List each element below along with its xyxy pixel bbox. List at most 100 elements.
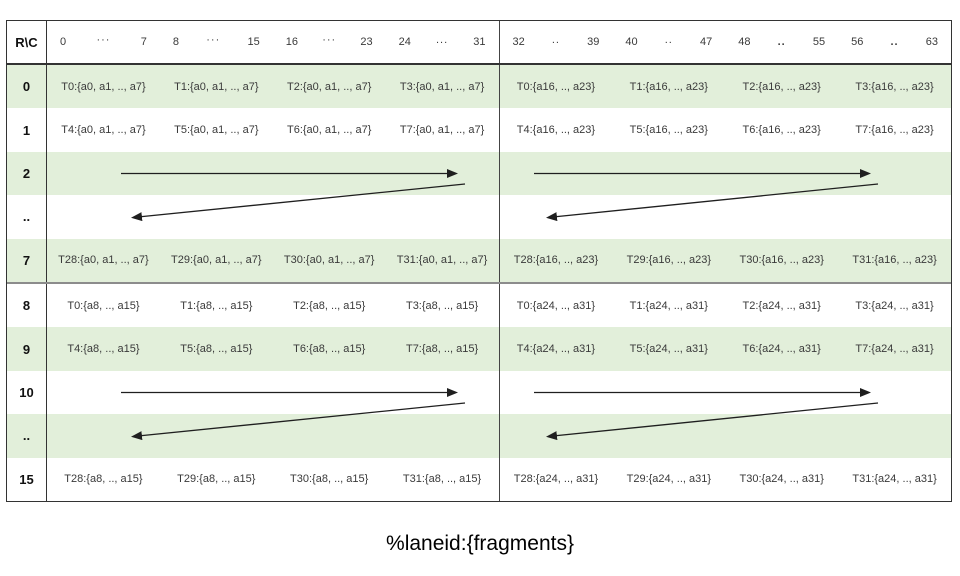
col-range: 56.. 63	[838, 21, 951, 63]
col-ellipsis: ...	[435, 34, 449, 46]
row-right-half	[498, 414, 952, 458]
table-row: 2	[7, 151, 952, 196]
fragment-cell: T31:{a16, .., a23}	[852, 254, 937, 267]
row-left-half: T0:{a8, .., a15} T1:{a8, .., a15} T2:{a8, …	[47, 284, 499, 327]
fragment-cell: T31:{a8, .., a15}	[402, 473, 482, 486]
fragment-cell: T30:{a16, .., a23}	[739, 254, 824, 267]
table-row: 7 T28:{a0, a1, .., a7} T29:{a0, a1, .., a7…	[7, 238, 952, 283]
col-ellipsis: ···	[96, 34, 111, 46]
row-right-half: T28:{a16, .., a23} T29:{a16, .., a23} T30:…	[498, 238, 952, 283]
fragment-cell: T6:{a16, .., a23}	[742, 124, 821, 137]
col-ellipsis: ..	[551, 34, 560, 46]
row-right-half: T0:{a24, .., a31} T1:{a24, .., a31} T2:{a2…	[498, 284, 952, 328]
fragment-cell: T2:{a0, a1, .., a7}	[286, 80, 372, 93]
header-columns-left: 0 ··· 7 8 ··· 15 16 ··· 23 24... 31	[47, 21, 499, 63]
fragment-cell: T28:{a16, .., a23}	[513, 254, 599, 267]
col-end-label: 15	[247, 36, 260, 48]
fragment-cell: T5:{a0, a1, .., a7}	[174, 124, 259, 137]
col-start-label: 32	[512, 36, 525, 48]
fragment-cell: T28:{a8, .., a15}	[64, 473, 143, 486]
fragment-cell: T28:{a24, .., a31}	[513, 473, 599, 486]
row-right-half	[498, 370, 952, 415]
col-range: 0 ··· 7	[47, 21, 160, 63]
fragment-cell: T5:{a8, .., a15}	[180, 343, 253, 356]
col-start-label: 0	[60, 36, 67, 48]
row-label: ..	[7, 414, 47, 458]
fragment-cell: T4:{a8, .., a15}	[67, 343, 140, 356]
table-row: 15 T28:{a8, .., a15} T29:{a8, .., a15} T30:…	[7, 457, 951, 502]
table-row: 10	[7, 370, 952, 415]
fragment-cell: T2:{a8, .., a15}	[293, 299, 366, 312]
fragment-cell: T29:{a24, .., a31}	[626, 473, 712, 486]
fragment-cell: T30:{a8, .., a15}	[290, 473, 369, 486]
table-row: 0 T0:{a0, a1, .., a7} T1:{a0, a1, .., a7} T…	[7, 65, 952, 109]
col-ellipsis: ..	[777, 36, 786, 48]
col-ellipsis: ..	[664, 34, 673, 46]
fragment-cell: T0:{a24, .., a31}	[516, 299, 596, 312]
fragment-cell: T29:{a8, .., a15}	[177, 473, 256, 486]
col-ellipsis: ..	[890, 36, 899, 48]
col-range: 32.. 39	[500, 21, 613, 63]
row-left-half: T0:{a0, a1, .., a7} T1:{a0, a1, .., a7} T2…	[47, 65, 499, 108]
fragment-cell: T4:{a24, .., a31}	[516, 343, 596, 356]
row-right-half: T0:{a16, .., a23} T1:{a16, .., a23} T2:{a1…	[498, 65, 952, 109]
row-left-half	[47, 371, 499, 414]
row-left-half: T28:{a0, a1, .., a7} T29:{a0, a1, .., a7}…	[47, 239, 499, 282]
table-row: ..	[7, 414, 952, 458]
row-left-half	[47, 195, 499, 238]
fragment-cell: T3:{a8, .., a15}	[405, 299, 479, 312]
fragment-cell: T3:{a24, .., a31}	[855, 299, 934, 312]
col-start-label: 56	[851, 36, 864, 48]
row-left-half	[47, 152, 499, 195]
row-label: 15	[7, 457, 47, 502]
fragment-cell: T31:{a0, a1, .., a7}	[396, 254, 488, 267]
fragment-cell: T29:{a0, a1, .., a7}	[171, 254, 262, 267]
col-end-label: 7	[140, 36, 147, 48]
table-row: 9 T4:{a8, .., a15} T5:{a8, .., a15} T6:{a8,…	[7, 327, 951, 371]
fragment-cell: T28:{a0, a1, .., a7}	[58, 254, 149, 267]
col-ellipsis: ···	[322, 34, 337, 46]
col-end-label: 31	[473, 36, 486, 48]
col-end-label: 23	[360, 36, 373, 48]
fragment-cell: T7:{a24, .., a31}	[855, 343, 934, 356]
row-label: 0	[7, 65, 47, 109]
col-end-label: 47	[700, 36, 713, 48]
col-start-label: 40	[625, 36, 638, 48]
col-start-label: 8	[172, 36, 179, 48]
row-label: 1	[7, 108, 47, 152]
row-right-half: T4:{a16, .., a23} T5:{a16, .., a23} T6:{a1…	[498, 108, 952, 152]
row-right-half	[498, 151, 952, 196]
table-row: ..	[7, 195, 951, 239]
col-end-label: 39	[587, 36, 600, 48]
fragment-cell: T6:{a8, .., a15}	[293, 343, 366, 356]
fragment-layout-table: R\C 0 ··· 7 8 ··· 15 16 ··· 23 24... 31 32.. 39 40..…	[6, 20, 952, 502]
row-label: 2	[7, 151, 47, 196]
fragment-cell: T2:{a16, .., a23}	[742, 80, 821, 93]
corner-cell: R\C	[7, 21, 47, 63]
fragment-cell: T7:{a16, .., a23}	[855, 124, 934, 137]
fragment-cell: T0:{a16, .., a23}	[516, 80, 596, 93]
fragment-cell: T31:{a24, .., a31}	[852, 473, 937, 486]
row-label: 9	[7, 327, 47, 371]
fragment-cell: T1:{a16, .., a23}	[629, 80, 708, 93]
fragment-cell: T5:{a16, .., a23}	[629, 124, 708, 137]
fragment-cell: T0:{a8, .., a15}	[67, 299, 140, 312]
fragment-cell: T7:{a0, a1, .., a7}	[399, 124, 485, 137]
col-start-label: 16	[285, 36, 298, 48]
col-start-label: 24	[398, 36, 411, 48]
row-label: 10	[7, 370, 47, 415]
table-row: 1 T4:{a0, a1, .., a7} T5:{a0, a1, .., a7} T…	[7, 108, 952, 152]
fragment-cell: T1:{a0, a1, .., a7}	[174, 80, 259, 93]
fragment-cell: T30:{a24, .., a31}	[739, 473, 824, 486]
col-ellipsis: ···	[206, 34, 221, 46]
fragment-cell: T6:{a0, a1, .., a7}	[286, 124, 372, 137]
row-left-half: T4:{a0, a1, .., a7} T5:{a0, a1, .., a7} T6…	[47, 108, 499, 151]
fragment-cell: T30:{a0, a1, .., a7}	[283, 254, 375, 267]
fragment-cell: T1:{a24, .., a31}	[629, 299, 708, 312]
fragment-cell: T5:{a24, .., a31}	[629, 343, 708, 356]
fragment-cell: T4:{a16, .., a23}	[516, 124, 596, 137]
fragment-cell: T2:{a24, .., a31}	[742, 299, 821, 312]
caption-laneid-fragments: %laneid:{fragments}	[386, 532, 574, 555]
table-body: 0 T0:{a0, a1, .., a7} T1:{a0, a1, .., a7} T…	[7, 65, 952, 502]
